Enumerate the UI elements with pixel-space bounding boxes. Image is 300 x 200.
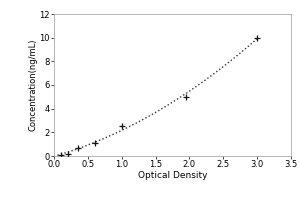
X-axis label: Optical Density: Optical Density bbox=[138, 171, 207, 180]
Y-axis label: Concentration(ng/mL): Concentration(ng/mL) bbox=[29, 39, 38, 131]
